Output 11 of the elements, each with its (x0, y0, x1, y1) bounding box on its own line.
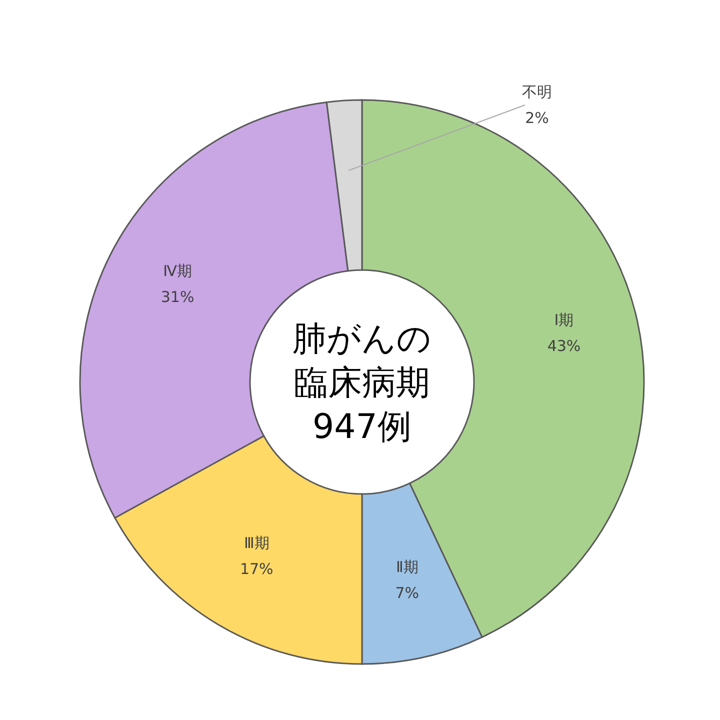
data-label: 31% (160, 288, 194, 306)
slice-label: Ⅰ期 (554, 310, 574, 329)
slice-label: Ⅲ期 (244, 534, 270, 552)
slice-label: 不明 (522, 83, 552, 101)
data-label: 7% (395, 584, 420, 602)
slice-label: Ⅳ期 (163, 262, 192, 280)
data-label: 17% (240, 560, 274, 578)
data-label: 43% (547, 336, 581, 355)
data-label: 2% (525, 109, 549, 127)
slice-label: Ⅱ期 (396, 558, 418, 576)
text: 肺がんの臨床病期947例 (292, 319, 432, 447)
